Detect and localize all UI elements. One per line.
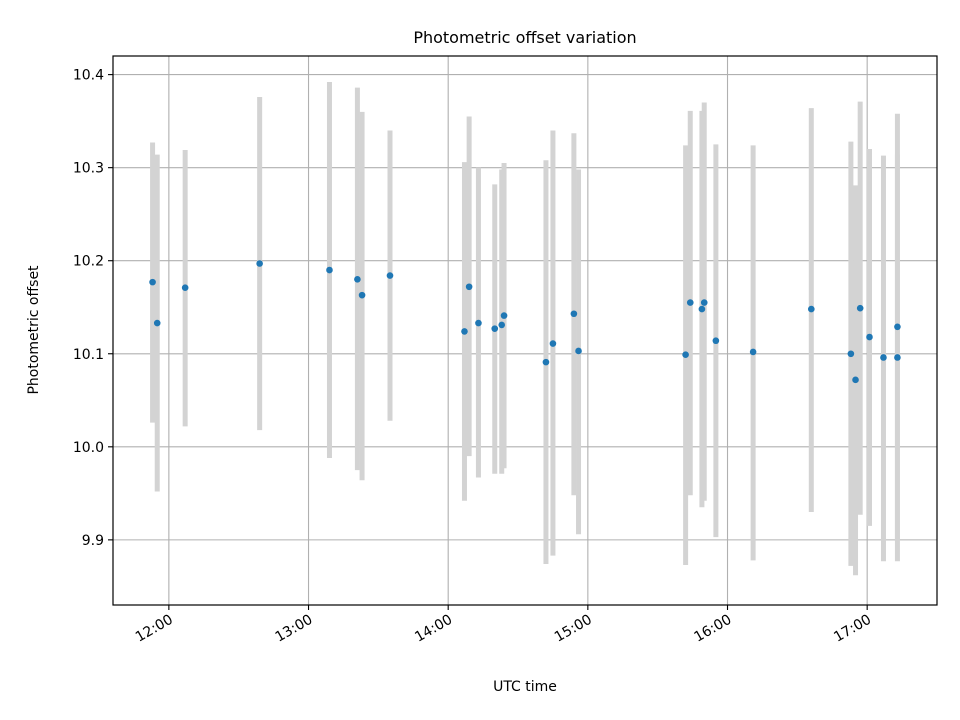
data-point — [465, 283, 473, 291]
data-point — [698, 305, 706, 313]
plot-area — [112, 55, 938, 606]
data-point — [358, 291, 366, 299]
data-point — [153, 319, 161, 327]
data-point — [498, 321, 506, 329]
data-point — [700, 299, 708, 306]
data-point — [852, 376, 859, 384]
data-point — [542, 358, 550, 366]
y-tick-label: 9.9 — [82, 533, 104, 549]
grid-lines — [113, 56, 937, 605]
data-points — [149, 260, 901, 384]
y-tick-label: 10.4 — [73, 68, 104, 84]
data-point — [682, 351, 689, 358]
plot-frame — [112, 55, 938, 606]
y-tick-label: 10.1 — [73, 347, 104, 363]
x-axis-label: UTC time — [493, 679, 557, 695]
data-point — [712, 337, 720, 345]
y-axis-label: Photometric offset — [26, 265, 42, 395]
data-point — [894, 323, 901, 331]
data-point — [894, 354, 901, 361]
data-point — [549, 340, 557, 347]
data-point — [149, 278, 156, 286]
data-point — [866, 333, 873, 341]
chart-title: Photometric offset variation — [413, 28, 636, 47]
data-point — [386, 272, 394, 279]
data-point — [749, 348, 757, 356]
y-tick-label: 10.0 — [73, 440, 104, 456]
data-point — [575, 347, 582, 355]
data-point — [500, 312, 508, 319]
data-point — [256, 260, 263, 267]
data-point — [461, 328, 468, 335]
data-point — [475, 319, 482, 327]
data-point — [570, 310, 578, 318]
data-point — [808, 305, 815, 313]
data-point — [856, 304, 864, 312]
y-tick-label: 10.3 — [73, 161, 104, 177]
y-axis: 9.9 10.0 10.1 10.2 10.3 10.4 — [73, 68, 113, 549]
data-point — [491, 325, 499, 332]
y-tick-label: 10.2 — [73, 254, 104, 270]
plot-background — [113, 56, 937, 605]
data-point — [686, 299, 694, 306]
data-point — [847, 350, 855, 358]
data-point — [326, 266, 333, 274]
data-point — [181, 284, 189, 291]
data-point — [354, 276, 361, 283]
data-point — [880, 354, 887, 361]
